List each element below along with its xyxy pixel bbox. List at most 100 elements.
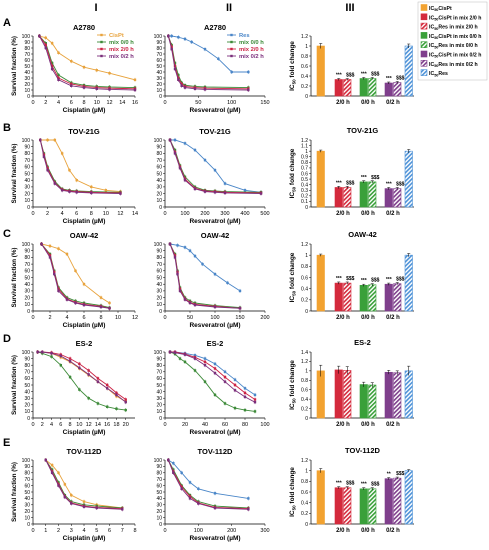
data-point — [39, 138, 42, 142]
row-label-b: B — [3, 122, 11, 134]
significance-stars: *** — [361, 72, 367, 78]
y-tick-label: 60 — [24, 483, 30, 489]
data-point — [188, 497, 192, 500]
bar — [404, 370, 413, 419]
y-tick-label: 60 — [156, 376, 162, 382]
significance-dollars: $$$ — [371, 278, 380, 284]
y-tick-label: 0.2 — [301, 194, 308, 200]
y-tick-label: 20 — [156, 295, 162, 301]
bar — [343, 79, 352, 97]
bar — [368, 78, 377, 97]
data-point — [46, 168, 49, 172]
legend-label: IC50CisPt — [429, 6, 452, 12]
data-point — [53, 182, 57, 185]
group-label: 0/2 h — [386, 528, 400, 534]
series-line-mix00 — [167, 35, 249, 89]
bar — [384, 371, 393, 419]
data-point — [75, 179, 78, 182]
series-line-mix02 — [169, 139, 262, 195]
data-point — [63, 495, 67, 499]
y-tick-label: 60 — [24, 269, 30, 275]
data-point — [68, 190, 71, 193]
y-tick-label: 70 — [156, 477, 162, 483]
y-tick-label: 70 — [24, 262, 30, 268]
y-tick-label: 60 — [24, 165, 30, 171]
legend-swatch — [420, 50, 428, 58]
data-point — [95, 87, 98, 90]
data-point — [193, 369, 197, 372]
data-point — [99, 305, 103, 309]
chart-title: TOV-21G — [199, 127, 231, 136]
data-point — [59, 364, 63, 367]
series-line-mix00 — [169, 243, 241, 309]
series-line-cis — [37, 351, 126, 402]
data-point — [53, 138, 57, 142]
data-point — [90, 191, 93, 195]
x-tick-label: 150 — [235, 315, 244, 321]
data-point — [173, 351, 177, 354]
x-tick-label: 10 — [94, 100, 100, 106]
y-tick-label: 0.6 — [301, 171, 308, 177]
y-tick-label: 80 — [156, 151, 162, 157]
data-point — [108, 307, 111, 310]
bar — [393, 477, 402, 525]
y-tick-label: 1.2 — [301, 458, 308, 464]
y-tick-label: 50 — [24, 171, 30, 177]
data-point — [183, 353, 187, 356]
y-tick-label: 0.6 — [301, 490, 308, 496]
x-tick-label: 2 — [44, 100, 47, 106]
y-tick-label: 100 — [154, 138, 163, 144]
y-tick-label: 100 — [154, 350, 163, 356]
x-tick-label: 0 — [31, 100, 34, 106]
y-axis-label: IC50 fold change — [289, 148, 297, 198]
data-point — [223, 370, 227, 373]
data-point — [63, 483, 67, 486]
bar — [343, 282, 352, 312]
y-tick-label: 0 — [305, 416, 308, 422]
y-tick-label: 40 — [156, 178, 162, 184]
data-point — [247, 508, 250, 511]
y-tick-label: 70 — [24, 158, 30, 164]
data-point — [57, 289, 60, 293]
data-point — [233, 406, 237, 410]
data-point — [44, 43, 47, 47]
bar — [393, 283, 402, 312]
data-point — [53, 272, 56, 276]
data-point — [68, 375, 72, 379]
bar-chart-d-iii: ES-2 0 0.2 0.4 0.6 0.8 1 1.2 1.4 IC50 fold change… — [289, 338, 414, 428]
data-point — [233, 378, 237, 381]
series-line-mix20 — [169, 139, 262, 194]
x-tick-label: 6 — [70, 100, 73, 106]
data-point — [247, 88, 250, 92]
significance-dollars: $$$ — [346, 481, 355, 487]
row-label-c: C — [3, 228, 11, 240]
legend-label: Res — [239, 33, 250, 39]
data-point — [78, 388, 81, 391]
y-tick-label: 90 — [156, 249, 162, 255]
data-point — [233, 383, 237, 387]
series-line-res — [169, 243, 241, 292]
y-tick-label: 80 — [24, 471, 30, 477]
data-point — [105, 405, 109, 408]
y-tick-label: 90 — [156, 464, 162, 470]
y-tick-label: 10 — [156, 409, 162, 415]
series-line-mix20 — [169, 243, 241, 309]
x-tick-label: 8 — [69, 422, 72, 428]
data-point — [178, 289, 182, 293]
legend-marker — [100, 40, 103, 44]
legend-swatch — [420, 32, 428, 39]
data-point — [82, 283, 86, 286]
y-tick-label: 100 — [22, 242, 31, 248]
x-tick-label: 6 — [82, 315, 85, 321]
y-tick-label: 80 — [156, 255, 162, 261]
bar — [359, 181, 368, 208]
data-point — [230, 70, 233, 74]
bar — [334, 282, 343, 312]
y-tick-label: 0 — [305, 94, 308, 100]
significance-dollars: $$$ — [396, 76, 405, 82]
y-tick-label: 30 — [24, 289, 30, 295]
data-point — [57, 484, 60, 487]
